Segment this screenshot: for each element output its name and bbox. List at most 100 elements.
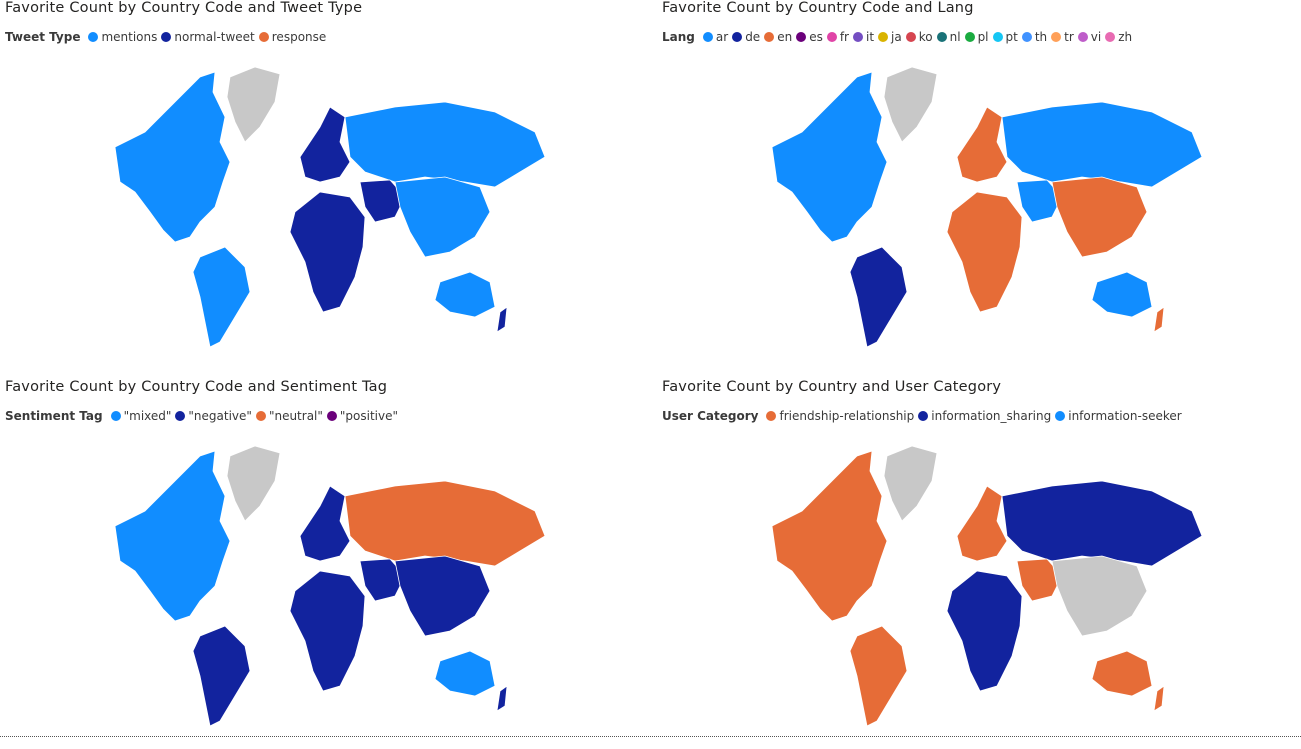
- region-gl[interactable]: [883, 66, 938, 143]
- region-me[interactable]: [359, 558, 406, 602]
- legend-label: ar: [715, 30, 729, 44]
- legend-label: pt: [1005, 30, 1018, 44]
- region-au[interactable]: [1091, 271, 1153, 318]
- region-eu[interactable]: [956, 485, 1008, 562]
- region-af[interactable]: [946, 191, 1023, 313]
- world-map[interactable]: [762, 441, 1202, 731]
- region-eu[interactable]: [299, 106, 351, 183]
- legend-dot: [964, 32, 975, 42]
- legend-item-fr[interactable]: fr: [826, 30, 849, 44]
- legend-item-zh[interactable]: zh: [1105, 30, 1132, 44]
- legend-item-th[interactable]: th: [1021, 30, 1047, 44]
- region-nz[interactable]: [1153, 685, 1165, 712]
- legend-label: friendship-relationship: [779, 409, 915, 423]
- legend-title: Tweet Type: [5, 30, 81, 44]
- region-ru[interactable]: [1001, 480, 1202, 567]
- region-af[interactable]: [946, 570, 1023, 692]
- legend-label: de: [745, 30, 761, 44]
- region-af[interactable]: [289, 191, 366, 313]
- region-sa[interactable]: [849, 246, 908, 348]
- region-as[interactable]: [394, 176, 491, 258]
- map-panel-tweet-type: Favorite Count by Country Code and Tweet…: [5, 0, 645, 370]
- region-au[interactable]: [434, 650, 496, 697]
- legend-item-de[interactable]: de: [732, 30, 760, 44]
- legend-item-nl[interactable]: nl: [936, 30, 961, 44]
- region-au[interactable]: [434, 271, 496, 318]
- region-eu[interactable]: [299, 485, 351, 562]
- legend-item-ko[interactable]: ko: [905, 30, 933, 44]
- legend-label: ja: [891, 30, 902, 44]
- legend-label: nl: [949, 30, 961, 44]
- region-nz[interactable]: [496, 685, 508, 712]
- world-map[interactable]: [105, 62, 545, 352]
- legend-dot: [918, 411, 929, 421]
- legend-title: Sentiment Tag: [5, 409, 103, 423]
- region-nz[interactable]: [496, 306, 508, 333]
- legend-item-it[interactable]: it: [853, 30, 874, 44]
- legend-dot: [110, 411, 121, 421]
- legend-item-tr[interactable]: tr: [1051, 30, 1074, 44]
- region-me[interactable]: [1016, 558, 1063, 602]
- region-eu[interactable]: [956, 106, 1008, 183]
- region-gl[interactable]: [226, 445, 281, 522]
- legend-item-normal-tweet[interactable]: normal-tweet: [161, 30, 255, 44]
- legend-item-ja[interactable]: ja: [878, 30, 902, 44]
- region-as[interactable]: [1051, 555, 1148, 637]
- region-gl[interactable]: [226, 66, 281, 143]
- legend-item-pl[interactable]: pl: [964, 30, 989, 44]
- legend-label: tr: [1064, 30, 1074, 44]
- legend-dot: [1077, 32, 1088, 42]
- legend-item-positive[interactable]: "positive": [326, 409, 398, 423]
- legend-item-friendship-relationship[interactable]: friendship-relationship: [766, 409, 914, 423]
- legend-item-neutral[interactable]: "neutral": [255, 409, 323, 423]
- map-panel-lang: Favorite Count by Country Code and Lang …: [662, 0, 1301, 370]
- region-ru[interactable]: [344, 480, 545, 567]
- region-na[interactable]: [771, 71, 888, 243]
- legend-dot: [175, 411, 186, 421]
- world-map[interactable]: [762, 62, 1202, 352]
- legend-title: User Category: [662, 409, 759, 423]
- page-divider: [0, 736, 1301, 737]
- legend-title: Lang: [662, 30, 695, 44]
- legend: Tweet Type mentions normal-tweet respons…: [5, 30, 330, 44]
- region-sa[interactable]: [192, 625, 251, 727]
- legend-dot: [878, 32, 889, 42]
- legend-dot: [1021, 32, 1032, 42]
- region-gl[interactable]: [883, 445, 938, 522]
- legend-item-en[interactable]: en: [764, 30, 792, 44]
- legend-item-mixed[interactable]: "mixed": [110, 409, 171, 423]
- legend-item-negative[interactable]: "negative": [175, 409, 252, 423]
- legend-dot: [764, 32, 775, 42]
- region-sa[interactable]: [192, 246, 251, 348]
- region-na[interactable]: [771, 450, 888, 622]
- legend-label: normal-tweet: [174, 30, 255, 44]
- legend-label: "negative": [188, 409, 252, 423]
- legend-item-ar[interactable]: ar: [702, 30, 729, 44]
- region-af[interactable]: [289, 570, 366, 692]
- legend-item-vi[interactable]: vi: [1077, 30, 1101, 44]
- legend-dot: [326, 411, 337, 421]
- region-me[interactable]: [359, 179, 406, 223]
- legend-item-response[interactable]: response: [258, 30, 326, 44]
- region-me[interactable]: [1016, 179, 1063, 223]
- legend-label: es: [809, 30, 823, 44]
- legend-item-es[interactable]: es: [796, 30, 823, 44]
- legend-item-pt[interactable]: pt: [992, 30, 1018, 44]
- region-na[interactable]: [114, 450, 231, 622]
- region-sa[interactable]: [849, 625, 908, 727]
- legend-item-mentions[interactable]: mentions: [88, 30, 157, 44]
- region-ru[interactable]: [344, 101, 545, 188]
- region-as[interactable]: [394, 555, 491, 637]
- region-as[interactable]: [1051, 176, 1148, 258]
- region-au[interactable]: [1091, 650, 1153, 697]
- legend-item-information-seeker[interactable]: information-seeker: [1055, 409, 1182, 423]
- region-na[interactable]: [114, 71, 231, 243]
- world-map[interactable]: [105, 441, 545, 731]
- legend-label: ko: [918, 30, 933, 44]
- legend-dot: [732, 32, 743, 42]
- legend-label: zh: [1118, 30, 1133, 44]
- region-ru[interactable]: [1001, 101, 1202, 188]
- region-nz[interactable]: [1153, 306, 1165, 333]
- legend-item-information-sharing[interactable]: information_sharing: [918, 409, 1051, 423]
- legend-dot: [702, 32, 713, 42]
